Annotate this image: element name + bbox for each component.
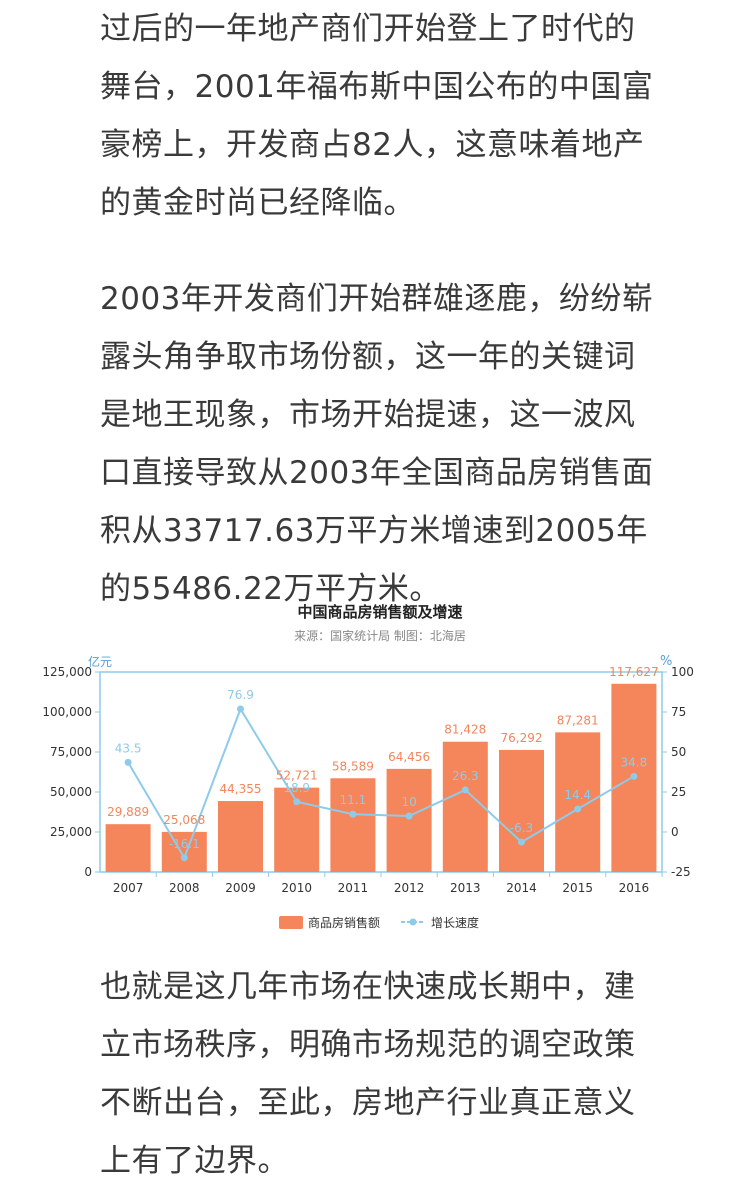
left-axis-tick-label: 75,000	[50, 745, 92, 759]
bar-2008	[161, 831, 207, 872]
x-axis-label: 2015	[562, 881, 593, 895]
right-axis-tick-label: 100	[671, 665, 694, 679]
legend-bar-label: 商品房销售额	[308, 915, 380, 930]
right-axis-tick-label: 0	[671, 825, 679, 839]
bar-2013	[442, 741, 488, 872]
chart-legend: 商品房销售额 增长速度	[279, 915, 479, 930]
sales-growth-chart: 中国商品房销售额及增速 来源：国家统计局 制图：北海居 亿元 % 0 25,000…	[42, 603, 694, 930]
growth-line	[127, 706, 635, 861]
growth-point-2014	[518, 838, 525, 846]
bar-value-label: 87,281	[557, 713, 599, 727]
growth-point-2016	[630, 772, 638, 780]
x-axis-label: 2007	[113, 881, 144, 895]
x-axis-label: 2008	[169, 881, 200, 895]
x-axis-label: 2016	[619, 881, 650, 895]
bar-2015	[555, 732, 601, 872]
growth-point-2012	[405, 812, 413, 820]
x-axis-label: 2014	[506, 881, 537, 895]
growth-value-label: 34.8	[621, 755, 648, 769]
bar-value-label: 64,456	[388, 750, 430, 764]
growth-value-label: 18.9	[283, 781, 310, 795]
legend-bar-swatch	[279, 916, 303, 929]
right-axis-tick-label: 75	[671, 705, 686, 719]
chart-title: 中国商品房销售额及增速	[297, 603, 462, 621]
right-axis-unit: %	[660, 654, 672, 669]
paragraph-1: 过后的一年地产商们开始登上了时代的舞台，2001年福布斯中国公布的中国富豪榜上，…	[100, 11, 654, 221]
left-axis-unit: 亿元	[88, 654, 112, 669]
x-axis-label: 2010	[281, 881, 312, 895]
right-axis-tick-label: 25	[671, 785, 686, 799]
bar-2014	[499, 749, 544, 872]
growth-value-label: 10	[401, 795, 416, 809]
paragraph-3: 也就是这几年市场在快速成长期中，建立市场秩序，明确市场规范的调空政策不断出台，至…	[100, 969, 636, 1179]
right-axis-tick-label: 50	[671, 745, 686, 759]
bar-2009	[218, 801, 263, 872]
left-axis-tick-label: 0	[84, 865, 92, 879]
growth-point-2013	[461, 786, 469, 794]
left-axis-tick-label: 25,000	[50, 825, 92, 839]
bar-value-label: 25,068	[163, 813, 205, 827]
growth-point-2007	[124, 758, 132, 766]
growth-point-2008	[180, 854, 188, 862]
bar-value-label: 76,292	[501, 731, 543, 745]
left-axis-tick-label: 125,000	[42, 665, 92, 679]
chart-subtitle: 来源：国家统计局 制图：北海居	[294, 628, 466, 643]
growth-point-2010	[293, 798, 301, 806]
left-axis-tick-label: 50,000	[50, 785, 92, 799]
bar-value-label: 44,355	[220, 782, 262, 796]
bar-value-label: 52,721	[276, 769, 318, 783]
x-axis-label: 2013	[450, 881, 481, 895]
growth-value-label: 76.9	[227, 688, 254, 702]
bar-2011	[330, 778, 376, 872]
growth-point-2015	[574, 805, 582, 813]
x-axis-label: 2011	[338, 881, 369, 895]
bar-2012	[386, 768, 432, 872]
bar-2007	[105, 824, 151, 872]
bar-value-label: 81,428	[444, 723, 486, 737]
growth-value-label: -16.1	[169, 837, 200, 851]
bar-value-label: 58,589	[332, 759, 374, 773]
growth-point-2009	[237, 705, 244, 713]
paragraph-2: 2003年开发商们开始群雄逐鹿，纷纷崭露头角争取市场份额，这一年的关键词是地王现…	[100, 281, 654, 607]
chart-body: 0 25,000 50,000 75,000 100,000 125,000 -25 0 25 5…	[42, 665, 694, 895]
growth-value-label: 43.5	[115, 741, 142, 755]
legend-line-label: 增长速度	[431, 915, 479, 930]
x-axis-label: 2012	[394, 881, 425, 895]
growth-value-label: 11.1	[340, 793, 367, 807]
growth-value-label: 14.4	[564, 788, 591, 802]
right-axis-tick-label: -25	[671, 865, 691, 879]
growth-value-label: 26.3	[452, 769, 479, 783]
growth-value-label: -6.3	[510, 821, 533, 835]
left-axis-tick-label: 100,000	[42, 705, 92, 719]
bar-value-label: 117,627	[609, 665, 659, 679]
growth-point-2011	[349, 810, 357, 818]
legend-line-marker	[409, 918, 417, 926]
x-axis-label: 2009	[225, 881, 256, 895]
bar-value-label: 29,889	[107, 805, 149, 819]
